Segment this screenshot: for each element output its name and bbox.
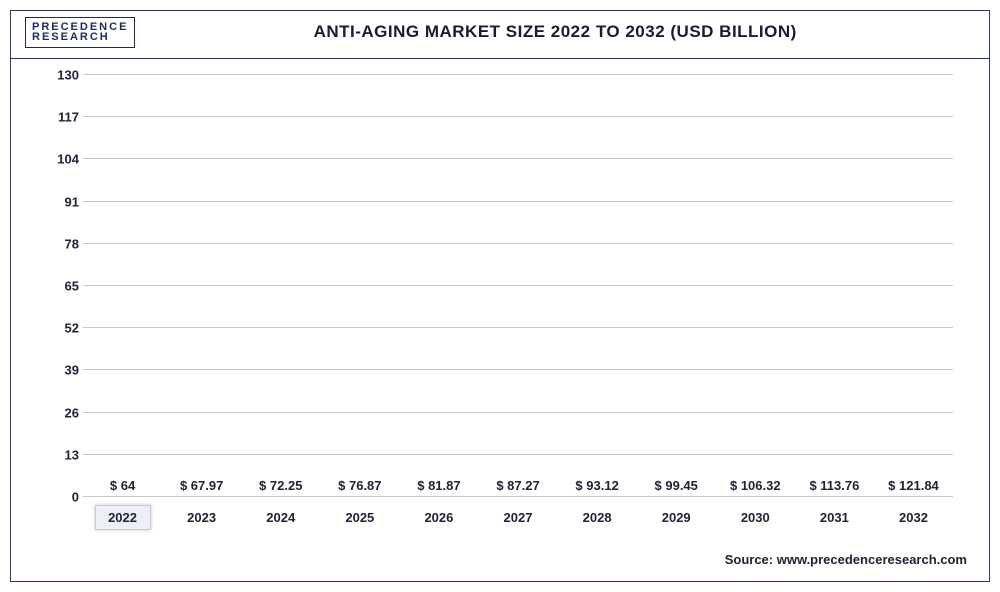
x-tick: 2028: [558, 506, 637, 529]
bar-value-label: $ 93.12: [575, 478, 618, 493]
x-tick: 2024: [241, 506, 320, 529]
bar-column: $ 87.27: [478, 478, 557, 497]
bar-column: $ 76.87: [320, 478, 399, 497]
header: PRECEDENCE RESEARCH ANTI-AGING MARKET SI…: [11, 11, 989, 59]
grid-line: [83, 285, 953, 286]
x-tick: 2027: [478, 506, 557, 529]
bar-column: $ 81.87: [399, 478, 478, 497]
x-tick-label: 2027: [490, 506, 546, 529]
x-tick-label: 2023: [174, 506, 230, 529]
y-tick-label: 52: [39, 321, 79, 336]
x-tick: 2025: [320, 506, 399, 529]
chart-title: ANTI-AGING MARKET SIZE 2022 TO 2032 (USD…: [135, 22, 975, 42]
x-tick-label: 2028: [569, 506, 625, 529]
bar-value-label: $ 87.27: [496, 478, 539, 493]
bar-value-label: $ 121.84: [888, 478, 939, 493]
logo: PRECEDENCE RESEARCH: [25, 17, 135, 48]
grid-line: [83, 454, 953, 455]
y-tick-label: 91: [39, 194, 79, 209]
bar-column: $ 64: [83, 478, 162, 497]
grid-line: [83, 201, 953, 202]
bar-value-label: $ 81.87: [417, 478, 460, 493]
y-tick-label: 39: [39, 363, 79, 378]
x-tick: 2029: [637, 506, 716, 529]
x-tick-label: 2022: [95, 505, 151, 530]
y-tick-label: 13: [39, 447, 79, 462]
x-tick: 2023: [162, 506, 241, 529]
y-tick-label: 117: [39, 110, 79, 125]
x-axis: 2022 2023 2024 2025 2026 2027 2028 2029 2030 2031…: [83, 497, 953, 537]
x-tick-label: 2030: [727, 506, 783, 529]
x-tick-label: 2026: [411, 506, 467, 529]
x-tick: 2031: [795, 506, 874, 529]
grid-line: [83, 116, 953, 117]
grid-line: [83, 158, 953, 159]
bar-value-label: $ 72.25: [259, 478, 302, 493]
y-tick-label: 0: [39, 490, 79, 505]
grid-line: [83, 327, 953, 328]
grid-line: [83, 369, 953, 370]
x-tick-label: 2025: [332, 506, 388, 529]
bar-value-label: $ 99.45: [655, 478, 698, 493]
bar-column: $ 99.45: [637, 478, 716, 497]
x-tick-label: 2029: [648, 506, 704, 529]
bar-column: $ 106.32: [716, 478, 795, 497]
bar-value-label: $ 64: [110, 478, 135, 493]
bar-value-label: $ 67.97: [180, 478, 223, 493]
grid-line: [83, 74, 953, 75]
y-tick-label: 65: [39, 279, 79, 294]
bar-column: $ 93.12: [558, 478, 637, 497]
x-tick: 2022: [83, 505, 162, 530]
x-tick: 2032: [874, 506, 953, 529]
grid-line: [83, 243, 953, 244]
y-tick-label: 26: [39, 405, 79, 420]
y-tick-label: 130: [39, 68, 79, 83]
bar-value-label: $ 113.76: [809, 478, 859, 493]
x-tick: 2026: [399, 506, 478, 529]
y-tick-label: 104: [39, 152, 79, 167]
chart-area: $ 64 $ 67.97 $ 72.25 $ 76.87 $ 81.87 $ 87.27 $…: [39, 75, 961, 537]
bar-column: $ 121.84: [874, 478, 953, 497]
x-tick: 2030: [716, 506, 795, 529]
logo-line2: RESEARCH: [32, 32, 128, 42]
x-tick-label: 2024: [253, 506, 309, 529]
bar-value-label: $ 76.87: [338, 478, 381, 493]
plot-region: $ 64 $ 67.97 $ 72.25 $ 76.87 $ 81.87 $ 87.27 $…: [83, 75, 953, 497]
bar-column: $ 113.76: [795, 478, 874, 497]
x-tick-label: 2032: [885, 506, 941, 529]
bar-column: $ 72.25: [241, 478, 320, 497]
grid-line: [83, 412, 953, 413]
y-tick-label: 78: [39, 236, 79, 251]
source-label: Source: www.precedenceresearch.com: [725, 552, 967, 567]
chart-frame: PRECEDENCE RESEARCH ANTI-AGING MARKET SI…: [10, 10, 990, 582]
bar-value-label: $ 106.32: [730, 478, 781, 493]
x-tick-label: 2031: [806, 506, 862, 529]
bar-column: $ 67.97: [162, 478, 241, 497]
bars-container: $ 64 $ 67.97 $ 72.25 $ 76.87 $ 81.87 $ 87.27 $…: [83, 75, 953, 497]
